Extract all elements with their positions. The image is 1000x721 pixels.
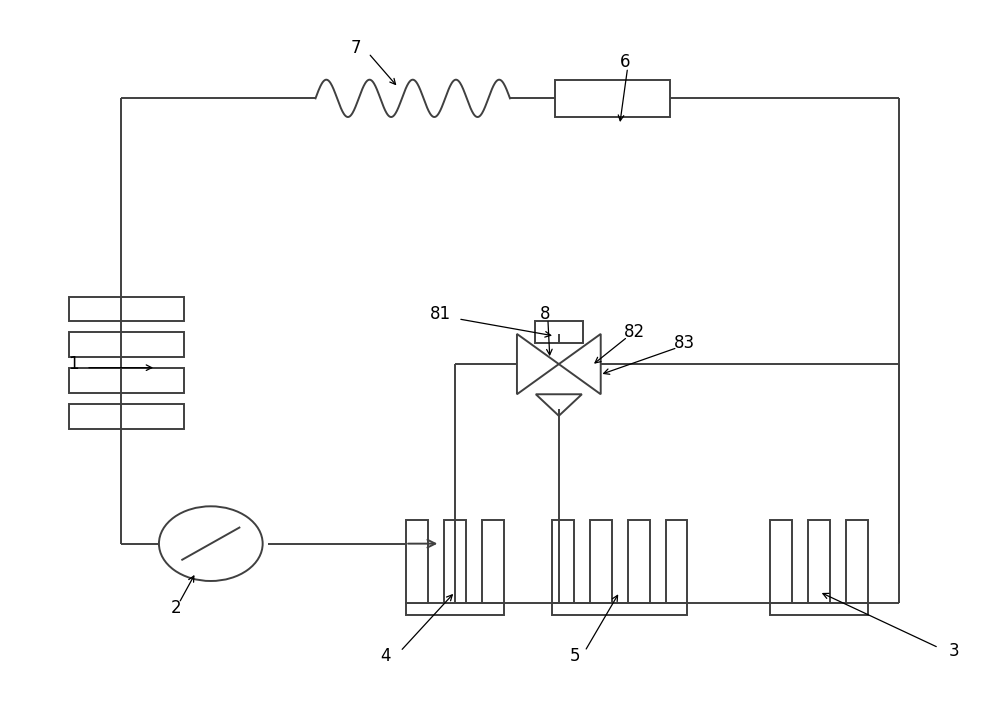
Bar	[69, 368, 184, 393]
Bar	[69, 332, 184, 357]
Text: 82: 82	[624, 323, 645, 341]
Text: 83: 83	[674, 334, 695, 352]
Polygon shape	[536, 394, 582, 416]
Bar	[590, 520, 612, 603]
Text: 8: 8	[540, 305, 550, 323]
Polygon shape	[517, 334, 559, 394]
Bar	[406, 603, 504, 616]
Text: 1: 1	[68, 355, 79, 373]
Polygon shape	[559, 334, 601, 394]
Bar	[406, 520, 428, 603]
Bar	[535, 321, 583, 342]
Text: 4: 4	[380, 647, 391, 665]
Bar	[552, 603, 687, 616]
Bar	[482, 520, 504, 603]
Bar	[628, 520, 650, 603]
Bar	[69, 404, 184, 429]
Bar	[770, 603, 868, 616]
Text: 2: 2	[171, 599, 181, 617]
Bar	[770, 520, 792, 603]
Bar	[444, 520, 466, 603]
Text: 5: 5	[570, 647, 580, 665]
Bar	[666, 520, 687, 603]
Bar	[555, 80, 670, 117]
Text: 81: 81	[430, 305, 451, 323]
Text: 3: 3	[948, 642, 959, 660]
Text: 6: 6	[619, 53, 630, 71]
Bar	[808, 520, 830, 603]
Bar	[552, 520, 574, 603]
Bar	[846, 520, 868, 603]
Bar	[69, 296, 184, 321]
Text: 7: 7	[350, 39, 361, 57]
